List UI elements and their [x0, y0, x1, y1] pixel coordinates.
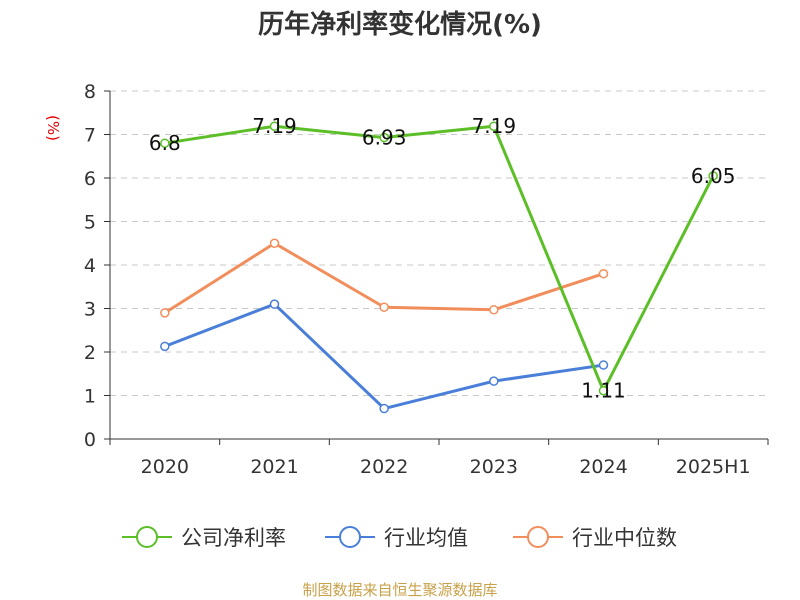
- data-labels: 6.8 7.19 6.93 7.19 1.11 6.05: [149, 114, 736, 402]
- legend-label: 公司净利率: [181, 526, 286, 550]
- legend-marker-icon: [136, 526, 158, 548]
- data-point: [269, 238, 280, 248]
- data-point: [160, 341, 170, 352]
- data-label: 1.11: [581, 379, 626, 403]
- y-tick-label: 6: [84, 168, 96, 190]
- data-label: 6.05: [691, 164, 736, 188]
- legend-marker-icon: [339, 526, 361, 548]
- y-tick-label: 3: [84, 299, 96, 321]
- data-point: [269, 121, 280, 131]
- y-tick-label: 8: [84, 81, 96, 103]
- source-note: 制图数据来自恒生聚源数据库: [302, 581, 497, 599]
- legend-item[interactable]: 行业中位数: [513, 526, 677, 550]
- y-axis-unit: (%): [44, 115, 62, 141]
- x-tick-label: 2022: [360, 456, 408, 478]
- legend-marker-icon: [527, 526, 549, 548]
- legend[interactable]: 公司净利率 行业均值 行业中位数: [122, 526, 677, 550]
- y-tick-label: 5: [84, 212, 96, 234]
- legend-item[interactable]: 行业均值: [325, 526, 468, 550]
- series-2: [160, 299, 609, 414]
- x-tick-label: 2025H1: [676, 456, 751, 478]
- data-point: [598, 385, 609, 396]
- y-tick-label: 7: [84, 125, 96, 147]
- data-point: [489, 376, 499, 386]
- x-tick-label: 2023: [470, 456, 518, 478]
- series-group: [160, 121, 718, 414]
- legend-item[interactable]: 公司净利率: [122, 526, 286, 550]
- data-point: [160, 308, 170, 318]
- data-label: 7.19: [252, 114, 297, 138]
- data-label: 6.8: [149, 131, 181, 155]
- data-point: [269, 299, 280, 309]
- data-label: 6.93: [362, 126, 407, 150]
- series-line: [164, 124, 715, 393]
- chart-title: 历年净利率变化情况(%): [258, 9, 542, 40]
- legend-label: 行业中位数: [572, 526, 677, 550]
- data-label: 7.19: [472, 114, 517, 138]
- series-1: [160, 121, 718, 396]
- x-tick-label: 2024: [579, 456, 627, 478]
- y-axis: 0 1 2 3 4 5 6 7 8: [84, 81, 111, 451]
- y-tick-label: 1: [84, 386, 96, 408]
- x-axis: 2020 2021 2022 2023 2024 2025H1: [109, 438, 769, 478]
- data-point: [598, 360, 609, 370]
- series-line: [164, 241, 604, 315]
- legend-label: 行业均值: [384, 526, 468, 550]
- data-point: [379, 302, 389, 312]
- series-3: [160, 238, 609, 318]
- series-line: [164, 302, 604, 411]
- y-tick-label: 4: [84, 255, 96, 277]
- x-tick-label: 2020: [141, 456, 189, 478]
- y-tick-label: 2: [84, 342, 96, 364]
- x-tick-label: 2021: [250, 456, 298, 478]
- data-point: [160, 138, 170, 148]
- data-point: [598, 268, 609, 279]
- data-point: [708, 171, 718, 181]
- data-point: [379, 132, 389, 143]
- y-tick-label: 0: [84, 429, 96, 451]
- data-point: [379, 403, 389, 414]
- data-point: [489, 121, 499, 131]
- data-point: [489, 305, 499, 315]
